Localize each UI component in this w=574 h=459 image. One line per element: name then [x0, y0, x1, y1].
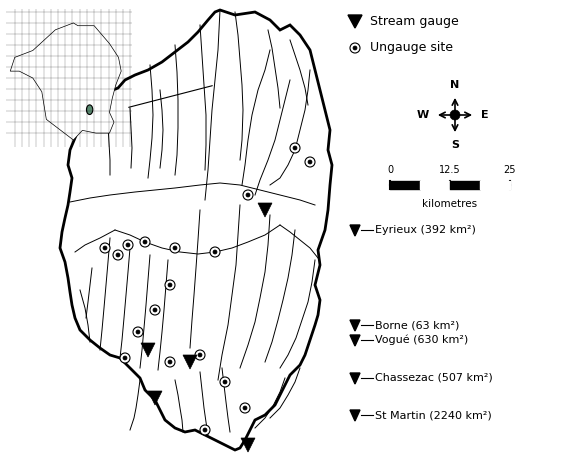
Polygon shape — [183, 355, 197, 369]
Circle shape — [123, 356, 127, 360]
Text: Ungauge site: Ungauge site — [370, 41, 453, 55]
Polygon shape — [148, 391, 162, 405]
Polygon shape — [350, 335, 360, 346]
Text: 25: 25 — [504, 165, 516, 175]
Text: 0: 0 — [387, 165, 393, 175]
Circle shape — [116, 253, 120, 257]
Circle shape — [198, 353, 202, 357]
Circle shape — [223, 380, 227, 384]
Polygon shape — [141, 343, 155, 357]
Polygon shape — [258, 203, 272, 217]
Text: Stream gauge: Stream gauge — [370, 16, 459, 28]
Text: Vogué (630 km²): Vogué (630 km²) — [375, 335, 468, 345]
Circle shape — [143, 240, 147, 244]
Circle shape — [195, 350, 205, 360]
Text: kilometres: kilometres — [422, 199, 478, 209]
Circle shape — [243, 190, 253, 200]
Circle shape — [153, 308, 157, 312]
Circle shape — [123, 240, 133, 250]
Polygon shape — [350, 320, 360, 331]
Circle shape — [290, 143, 300, 153]
Circle shape — [213, 250, 217, 254]
Text: St Martin (2240 km²): St Martin (2240 km²) — [375, 410, 492, 420]
Circle shape — [126, 243, 130, 247]
Circle shape — [350, 43, 360, 53]
Circle shape — [200, 425, 210, 435]
Circle shape — [203, 428, 207, 432]
Circle shape — [240, 403, 250, 413]
Circle shape — [140, 237, 150, 247]
Circle shape — [103, 246, 107, 250]
Circle shape — [243, 406, 247, 410]
Polygon shape — [350, 225, 360, 236]
Text: 12.5: 12.5 — [439, 165, 461, 175]
Circle shape — [308, 160, 312, 164]
Circle shape — [305, 157, 315, 167]
Text: E: E — [481, 110, 488, 120]
Circle shape — [450, 110, 460, 120]
Circle shape — [165, 280, 175, 290]
Circle shape — [136, 330, 140, 334]
Polygon shape — [348, 15, 362, 28]
Circle shape — [220, 377, 230, 387]
Polygon shape — [241, 438, 255, 452]
Text: Chassezac (507 km²): Chassezac (507 km²) — [375, 373, 492, 383]
Circle shape — [168, 360, 172, 364]
Circle shape — [120, 353, 130, 363]
Circle shape — [168, 283, 172, 287]
Circle shape — [246, 193, 250, 197]
Circle shape — [165, 357, 175, 367]
Text: S: S — [451, 140, 459, 150]
Circle shape — [210, 247, 220, 257]
Circle shape — [173, 246, 177, 250]
Text: Eyrieux (392 km²): Eyrieux (392 km²) — [375, 225, 476, 235]
Polygon shape — [350, 410, 360, 421]
Circle shape — [170, 243, 180, 253]
Text: Borne (63 km²): Borne (63 km²) — [375, 320, 459, 330]
Text: N: N — [451, 80, 460, 90]
Circle shape — [100, 243, 110, 253]
Circle shape — [113, 250, 123, 260]
Polygon shape — [350, 373, 360, 384]
Circle shape — [353, 46, 357, 50]
Circle shape — [150, 305, 160, 315]
Text: W: W — [417, 110, 429, 120]
Circle shape — [293, 146, 297, 150]
Circle shape — [87, 105, 93, 114]
Polygon shape — [10, 23, 121, 140]
Circle shape — [133, 327, 143, 337]
